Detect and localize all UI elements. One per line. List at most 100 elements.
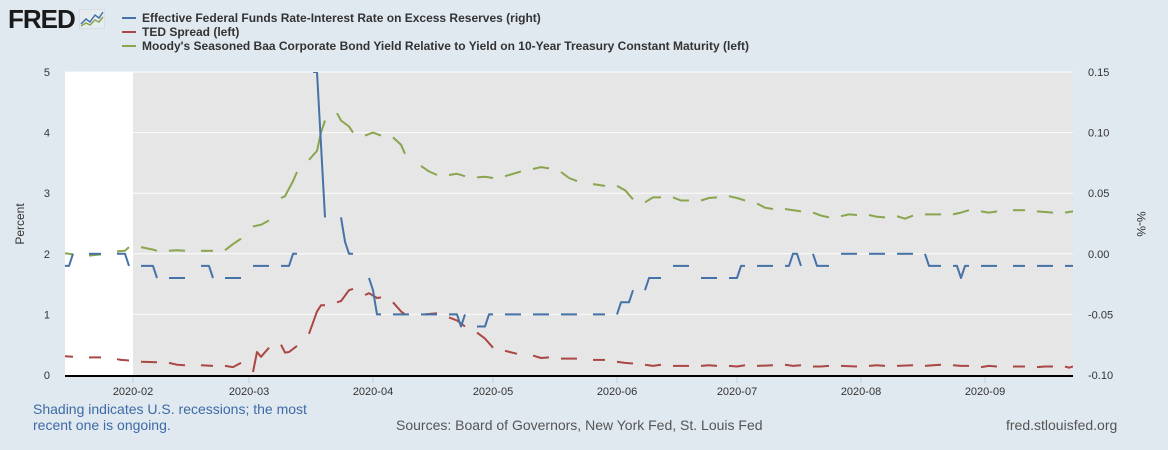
series-line-segment [504,170,522,178]
series-1 [65,112,1073,257]
series-line-segment [368,277,381,316]
series-line-segment [644,277,661,291]
series-line-segment [924,253,941,267]
legend-swatch [122,45,136,47]
series-line-segment [592,183,606,187]
legend-label: Moody's Seasoned Baa Corporate Bond Yiel… [142,39,749,53]
series-line-segment [616,289,634,315]
chart-line-icon [78,9,105,29]
series-line-segment [840,213,858,218]
series-line-segment [308,304,325,335]
y-axis-title-right: %-% [1134,211,1148,237]
series-line-segment [784,208,802,213]
series-line-segment [65,253,74,267]
series-line-segment [1064,365,1073,369]
series-line-segment [980,364,998,369]
series-line-segment [952,209,970,216]
series-line-segment [644,363,662,367]
series-line-segment [117,252,130,267]
series-line-segment [449,313,466,328]
series-line-segment [281,252,297,267]
sources-text: Sources: Board of Governors, New York Fe… [396,417,763,433]
series-line-segment [672,196,689,202]
x-tick-label: 2020-04 [353,386,393,398]
legend-swatch [122,17,136,19]
x-tick-label: 2020-08 [841,386,881,398]
series-line-segment [812,211,830,219]
series-line-segment [140,360,158,364]
series-line-segment [896,364,914,367]
y-tick-label-right: -0.05 [1088,309,1113,321]
series-line-segment [980,210,998,214]
y-tick-label-right: 0.15 [1088,67,1109,79]
legend-item-baa-spread[interactable]: Moody's Seasoned Baa Corporate Bond Yiel… [122,39,749,53]
series-line-segment [224,237,242,251]
series-line-segment [728,364,746,368]
series-line-segment [476,175,494,179]
x-tick-label: 2020-07 [717,386,757,398]
series-line-segment [560,171,578,183]
y-tick-label-left: 2 [44,249,50,261]
series-line-segment [616,360,634,365]
series-line-segment [756,364,774,367]
series-line-segment [616,185,634,200]
x-tick-label: 2020-02 [113,386,153,398]
plot-area [65,72,1073,375]
legend-label: TED Spread (left) [142,25,240,39]
y-tick-label-left: 5 [44,67,50,79]
series-line-segment [504,349,518,355]
series-line-segment [813,364,830,368]
y-axis-title-left: Percent [13,203,27,245]
y-tick-label-left: 0 [44,370,50,382]
series-line-segment [924,363,942,367]
chart-legend: Effective Federal Funds Rate-Interest Ra… [122,11,749,53]
series-line-segment [392,136,406,155]
series-line-segment [313,72,326,218]
series-line-segment [252,347,270,373]
series-line-segment [1036,210,1054,214]
axes: 0 1 2 3 4 5 -0.10 -0.05 0.00 0.05 0.10 0.15 2020-02 2… [44,67,1113,398]
series-line-segment [952,364,969,367]
fred-logo[interactable]: FRED [8,6,105,32]
series-line-segment [868,214,886,219]
series-line-segment [729,264,745,279]
series-line-segment [201,264,214,279]
series-line-segment [364,131,382,137]
series-line-segment [224,362,242,369]
series-line-segment [756,202,774,210]
series-2 [65,72,1073,328]
series-line-segment [340,217,353,255]
recession-shading [133,72,1073,375]
series-0 [65,287,1073,373]
series-lines [65,72,1073,373]
series-line-segment [116,246,130,253]
series-line-segment [280,171,298,199]
series-line-segment [448,172,466,178]
series-line-segment [700,196,718,202]
x-tick-label: 2020-06 [597,386,637,398]
series-line-segment [420,165,438,176]
y-tick-label-right: 0.00 [1088,249,1109,261]
series-line-segment [784,363,802,367]
series-line-segment [532,166,550,170]
legend-item-ted-spread[interactable]: TED Spread (left) [122,25,749,39]
legend-swatch [122,31,136,33]
x-tick-label: 2020-09 [965,386,1005,398]
series-line-segment [1064,210,1073,214]
series-line-segment [336,287,354,304]
series-line-segment [896,214,914,220]
series-line-segment [140,246,158,252]
series-line-segment [308,120,326,161]
series-line-segment [168,249,186,252]
series-line-segment [65,252,74,256]
legend-item-effr-ioer[interactable]: Effective Federal Funds Rate-Interest Ra… [122,11,749,25]
series-line-segment [785,252,802,267]
series-line-segment [116,358,130,362]
fred-url-link[interactable]: fred.stlouisfed.org [1006,417,1118,433]
series-line-segment [1036,365,1053,369]
series-line-segment [840,364,858,368]
series-line-segment [280,344,298,354]
y-tick-label-left: 1 [44,309,50,321]
legend-label: Effective Federal Funds Rate-Interest Ra… [142,11,541,25]
